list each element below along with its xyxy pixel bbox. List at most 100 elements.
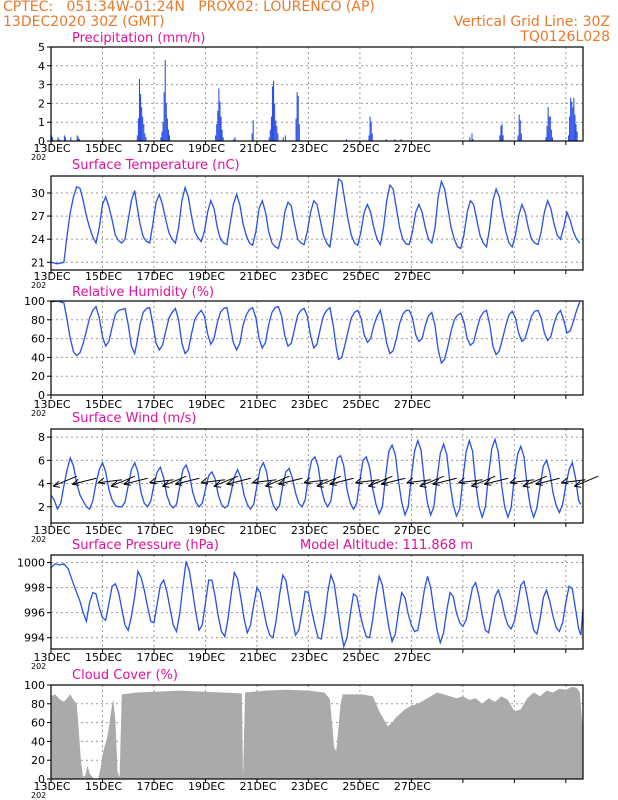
x-tick-label: 15DEC [85,270,122,283]
run-time-label: 13DEC2020 30Z (GMT) [3,14,165,30]
panel-title: Surface Wind (m/s) [72,411,196,426]
precip-bar [58,139,60,141]
wind-arrow-shaft [574,475,599,487]
wind-arrow-head [149,477,157,485]
cloud-cover-area [51,686,583,779]
precip-bar [550,129,552,141]
precip-bar [277,133,279,141]
panel-4 [47,428,599,527]
precip-bar [548,116,550,141]
x-tick-label: 21DEC [239,398,276,411]
x-tick-label: 13DEC [34,270,71,283]
x-tick-label: 13DEC [34,651,71,664]
precip-bar [142,116,144,141]
precip-bar [136,135,138,141]
x-tick-label: 19DEC [188,270,225,283]
x-tick-label: 17DEC [136,524,173,537]
wind-arrow-shaft [278,477,303,485]
precip-bar [297,95,299,141]
wind-arrow-shaft [535,477,560,485]
wind-arrow-head [252,477,260,485]
precip-bar [298,124,300,141]
wind-arrow-shaft [97,479,123,484]
wind-arrow-shaft [419,475,445,487]
wind-arrow-head [303,477,312,485]
precip-bar [282,137,284,141]
x-tick-label: 21DEC [239,651,276,664]
precip-bar [345,139,348,141]
x-tick-label: 19DEC [188,780,225,793]
precip-bar [160,137,162,141]
wind-arrow-head [213,480,221,488]
wind-arrow-head [123,478,131,486]
wind-arrow-shaft [458,479,483,484]
x-tick-label: 19DEC [188,398,225,411]
precip-bar [400,139,402,141]
precip-bar [137,118,139,141]
precip-bar [164,60,166,141]
x-tick-label: 27DEC [394,524,431,537]
x-tick-label: 21DEC [239,780,276,793]
precip-bar [517,135,519,141]
precip-bar [274,103,276,141]
x-tick-label: 13DEC [34,524,71,537]
x-tick-label: 25DEC [342,270,379,283]
x-tick-label: 27DEC [394,142,431,155]
precip-bar [144,133,146,141]
x-tick-label: 23DEC [291,270,328,283]
precip-bar [233,139,235,141]
y-tick-label: 20 [31,754,45,767]
precip-bar [574,114,576,141]
x-year-label: 202 [31,662,46,671]
x-tick-label: 15DEC [85,398,122,411]
x-year-label: 202 [31,535,46,544]
precip-bar [216,124,218,141]
x-tick-label: 23DEC [291,651,328,664]
precip-bar [551,137,553,141]
y-tick-label: 40 [31,351,45,364]
precip-bar [269,129,271,141]
precip-bar [575,124,577,141]
precip-bar [502,135,504,141]
wind-arrow-shaft [213,475,239,487]
wind-arrow-head [419,480,427,488]
x-tick-label: 27DEC [394,780,431,793]
precip-bar [500,125,502,141]
precip-bar [276,125,278,141]
wind-arrow-head [406,477,415,485]
precip-bar [573,97,575,141]
precip-bar [519,120,521,141]
wind-arrow [97,477,123,485]
wind-arrow [303,477,329,485]
wind-arrow [406,477,432,485]
y-tick-label: 27 [31,210,45,223]
precip-bar [52,137,54,141]
wind-arrow-head [316,480,324,488]
x-tick-label: 19DEC [188,142,225,155]
precip-bar [162,122,164,141]
series-line [50,177,581,265]
precip-bar [472,139,474,141]
precip-bar [168,135,171,141]
x-tick-label: 23DEC [291,780,328,793]
wind-arrow [200,477,226,485]
x-tick-label: 27DEC [394,398,431,411]
wind-arrow [265,475,290,488]
x-tick-label: 15DEC [85,651,122,664]
x-tick-label: 17DEC [136,398,173,411]
precip-bar [166,118,168,141]
y-tick-label: 3 [38,79,45,92]
wind-arrow-head [380,478,389,486]
precip-bar [167,129,169,141]
precip-bar [140,94,142,141]
x-tick-label: 25DEC [342,651,379,664]
wind-arrow-head [71,478,80,486]
wind-arrow-head [368,480,376,488]
y-tick-label: 0 [38,773,45,786]
x-tick-label: 19DEC [188,524,225,537]
precip-bar [161,131,163,141]
x-tick-label: 23DEC [291,398,328,411]
wind-arrow-shaft [561,479,586,484]
wind-arrow-shaft [123,477,148,485]
